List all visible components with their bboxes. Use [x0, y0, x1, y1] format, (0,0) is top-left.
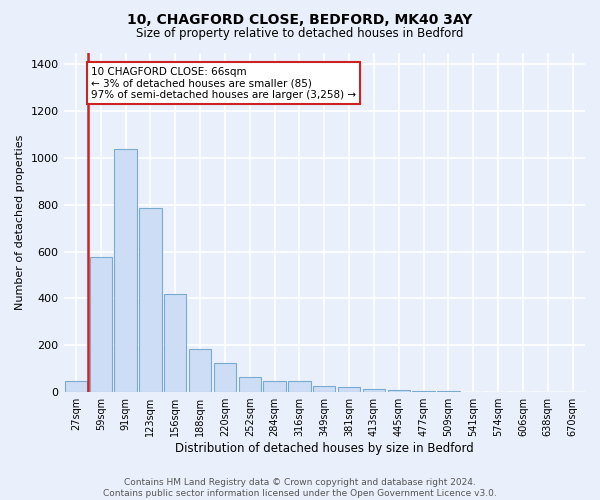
Text: 10, CHAGFORD CLOSE, BEDFORD, MK40 3AY: 10, CHAGFORD CLOSE, BEDFORD, MK40 3AY	[127, 12, 473, 26]
Bar	[214, 363, 236, 392]
Bar	[412, 391, 435, 392]
Bar	[65, 381, 87, 392]
Text: Contains HM Land Registry data © Crown copyright and database right 2024.
Contai: Contains HM Land Registry data © Crown c…	[103, 478, 497, 498]
Y-axis label: Number of detached properties: Number of detached properties	[15, 134, 25, 310]
Bar	[89, 258, 112, 392]
Bar	[239, 377, 261, 392]
Bar	[189, 349, 211, 392]
Bar	[263, 381, 286, 392]
Bar	[388, 390, 410, 392]
Bar	[363, 388, 385, 392]
Text: 10 CHAGFORD CLOSE: 66sqm
← 3% of detached houses are smaller (85)
97% of semi-de: 10 CHAGFORD CLOSE: 66sqm ← 3% of detache…	[91, 66, 356, 100]
Bar	[115, 148, 137, 392]
Bar	[313, 386, 335, 392]
Bar	[139, 208, 161, 392]
X-axis label: Distribution of detached houses by size in Bedford: Distribution of detached houses by size …	[175, 442, 473, 455]
Bar	[338, 387, 360, 392]
Text: Size of property relative to detached houses in Bedford: Size of property relative to detached ho…	[136, 28, 464, 40]
Bar	[288, 381, 311, 392]
Bar	[164, 294, 187, 392]
